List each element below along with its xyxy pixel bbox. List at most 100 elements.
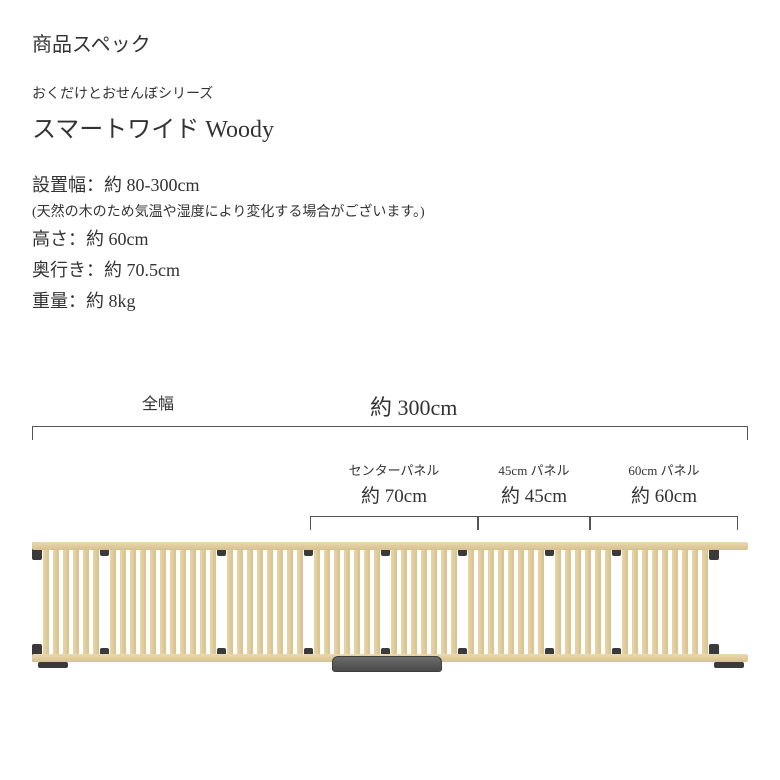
fence-hinge <box>458 542 467 662</box>
fence-slat <box>682 542 688 662</box>
product-name: スマートワイド Woody <box>32 109 748 144</box>
fence-slat <box>565 542 571 662</box>
fence-slat <box>170 542 176 662</box>
fence-foot <box>714 662 744 668</box>
fence-panel <box>621 542 709 662</box>
fence-slat <box>130 542 136 662</box>
fence-hinge <box>304 542 313 662</box>
fence-slat <box>421 542 427 662</box>
fence-slat <box>642 542 648 662</box>
fence-slat <box>411 542 417 662</box>
overall-width-label: 全幅 <box>142 390 174 414</box>
overall-width-value: 約 300cm <box>370 390 457 422</box>
panel-brackets <box>32 516 748 530</box>
fence-slat <box>595 542 601 662</box>
fence-slat <box>297 542 303 662</box>
fence-slat <box>53 542 59 662</box>
fence-slat <box>267 542 273 662</box>
fence-slat <box>702 542 708 662</box>
fence-slat <box>227 542 233 662</box>
panel-name: 45cm パネル <box>474 460 594 479</box>
fence-slat <box>585 542 591 662</box>
panel-bracket <box>310 516 478 530</box>
fence-slat <box>478 542 484 662</box>
panel-label: 60cm パネル約 60cm <box>604 460 724 508</box>
fence-hinge <box>217 542 226 662</box>
panel-value: 約 45cm <box>474 481 594 508</box>
fence-slat <box>374 542 380 662</box>
fence-slat <box>247 542 253 662</box>
fence-slat <box>662 542 668 662</box>
fence-slat <box>488 542 494 662</box>
fence-slat <box>93 542 99 662</box>
fence-slat <box>257 542 263 662</box>
fence-slat <box>334 542 340 662</box>
fence-panel <box>226 542 304 662</box>
fence-panel <box>467 542 545 662</box>
fence-slat <box>150 542 156 662</box>
fence-slat <box>354 542 360 662</box>
fence-slat <box>468 542 474 662</box>
fence-hinge <box>612 542 621 662</box>
fence-slat <box>622 542 628 662</box>
fence-slat <box>538 542 544 662</box>
fence-slat <box>555 542 561 662</box>
fence-slat <box>401 542 407 662</box>
panel-name: センターパネル <box>334 460 454 479</box>
fence-slat <box>652 542 658 662</box>
fence-slat <box>180 542 186 662</box>
panel-label: センターパネル約 70cm <box>334 460 454 508</box>
fence-slat <box>160 542 166 662</box>
fence-slat <box>575 542 581 662</box>
fence-slat <box>83 542 89 662</box>
panel-bracket <box>478 516 590 530</box>
fence-slat <box>518 542 524 662</box>
fence-slat <box>237 542 243 662</box>
fence-slat <box>692 542 698 662</box>
fence-slat <box>431 542 437 662</box>
panel-name: 60cm パネル <box>604 460 724 479</box>
fence-slat <box>672 542 678 662</box>
fence-slat <box>43 542 49 662</box>
fence-foot <box>38 662 68 668</box>
fence-panel <box>109 542 217 662</box>
fence-slat <box>63 542 69 662</box>
fence-slat <box>632 542 638 662</box>
panel-bracket <box>590 516 738 530</box>
fence-slat <box>508 542 514 662</box>
fence-hinge <box>381 542 390 662</box>
fence-slat <box>277 542 283 662</box>
fence-slat <box>364 542 370 662</box>
spec-height: 高さ：約 60cm <box>32 224 748 255</box>
fence-endcap <box>32 542 42 662</box>
fence-slat <box>110 542 116 662</box>
fence-endcap <box>709 542 719 662</box>
panel-label: 45cm パネル約 45cm <box>474 460 594 508</box>
fence-panel <box>554 542 612 662</box>
fence-slat <box>287 542 293 662</box>
fence-slat <box>140 542 146 662</box>
spec-width-note: (天然の木のため気温や湿度により変化する場合がございます。) <box>32 201 748 225</box>
fence-hinge <box>545 542 554 662</box>
fence-slat <box>391 542 397 662</box>
fence-slat <box>120 542 126 662</box>
overall-bracket <box>32 426 748 440</box>
fence-slat <box>200 542 206 662</box>
fence-top-rail <box>32 542 748 550</box>
section-title: 商品スペック <box>32 28 748 57</box>
fence-slat <box>210 542 216 662</box>
fence-slat <box>190 542 196 662</box>
fence-slat <box>451 542 457 662</box>
fence-slat <box>528 542 534 662</box>
fence-step-plate <box>332 656 442 672</box>
fence-slat <box>324 542 330 662</box>
fence-slat <box>314 542 320 662</box>
spec-width: 設置幅：約 80-300cm <box>32 170 748 201</box>
panel-labels: センターパネル約 70cm45cm パネル約 45cm60cm パネル約 60c… <box>32 460 748 516</box>
fence-hinge <box>100 542 109 662</box>
fence-panel <box>390 542 458 662</box>
dimension-diagram: 全幅 約 300cm センターパネル約 70cm45cm パネル約 45cm60… <box>32 390 748 662</box>
fence-slat <box>344 542 350 662</box>
fence-slat <box>605 542 611 662</box>
spec-depth: 奥行き：約 70.5cm <box>32 255 748 286</box>
